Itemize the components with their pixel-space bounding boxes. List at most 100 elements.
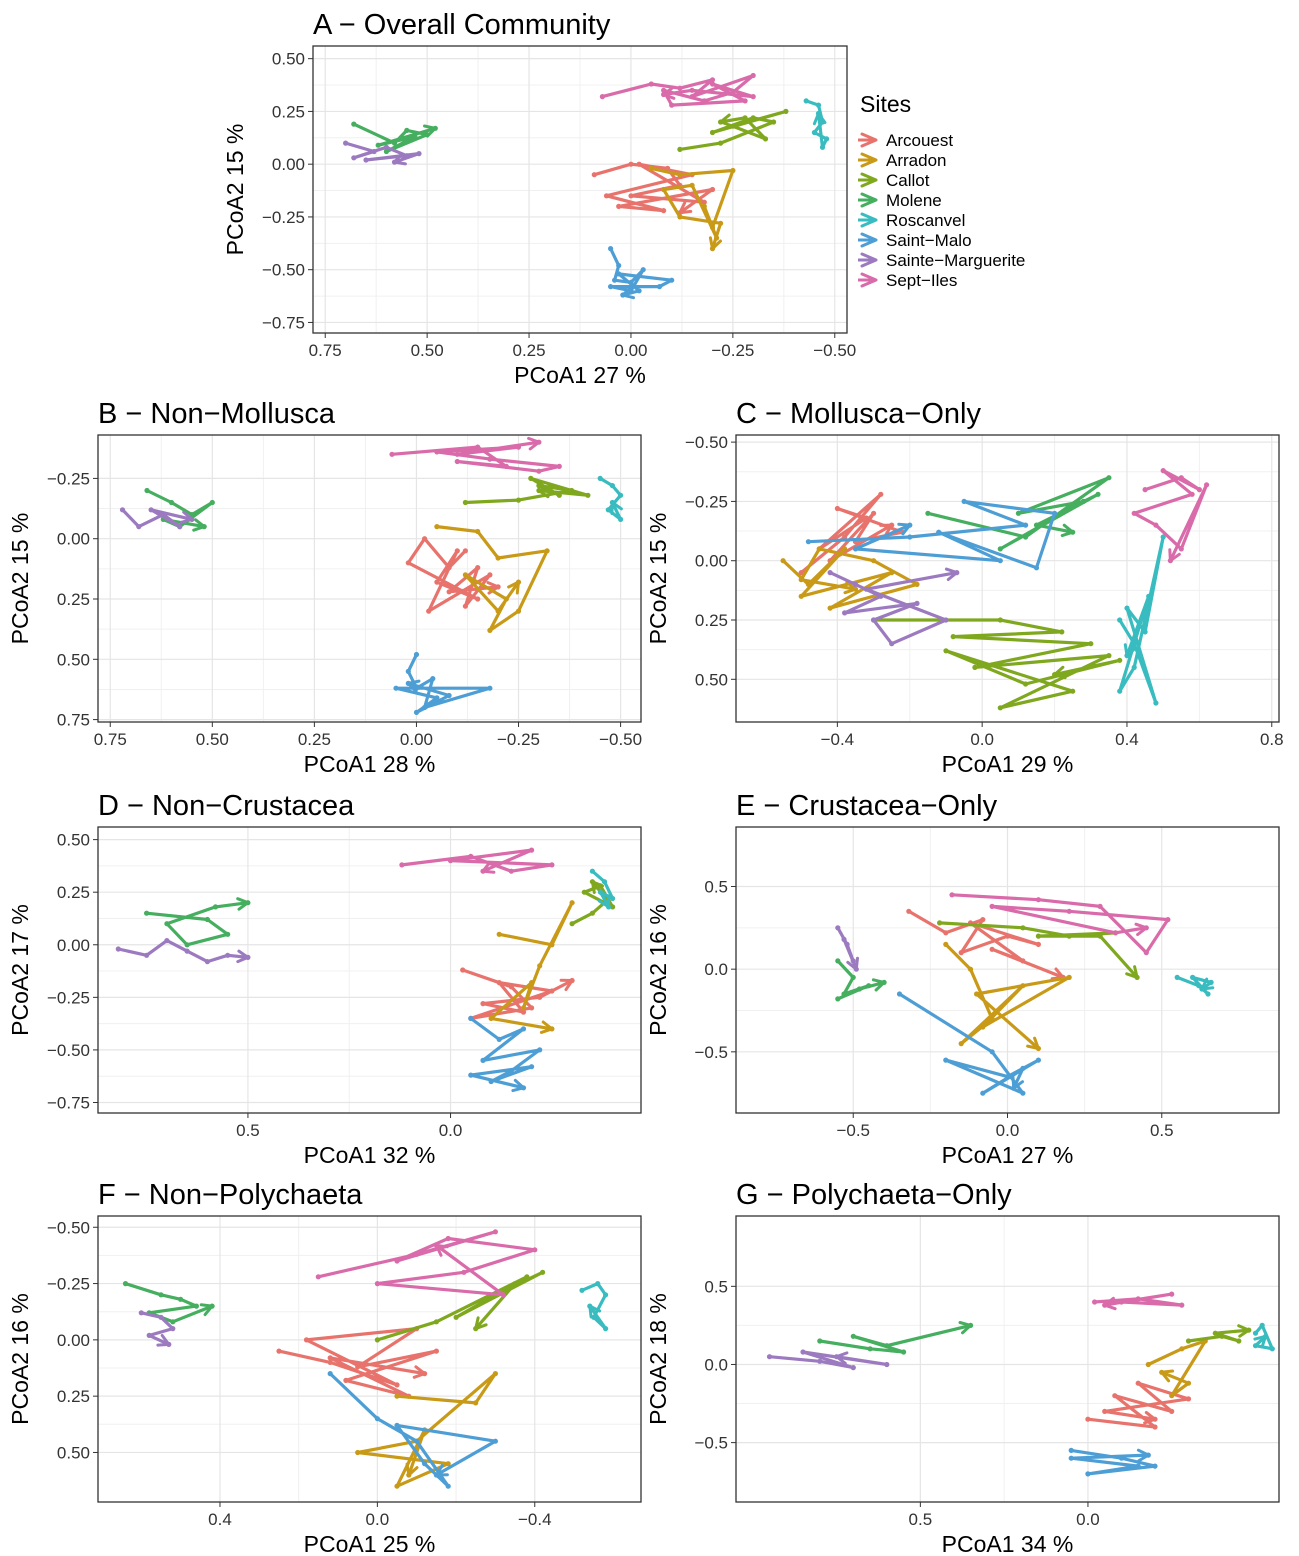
- trajectory-arrow: [597, 894, 611, 909]
- data-point: [512, 1281, 518, 1287]
- x-axis-label: PCoA1 29 %: [942, 751, 1074, 777]
- data-point: [383, 148, 389, 155]
- data-point: [569, 921, 575, 927]
- plot-border: [312, 45, 848, 334]
- x-tick-label: 0.75: [94, 730, 127, 749]
- data-point: [508, 1068, 514, 1074]
- trajectory-arrow: [1237, 1324, 1251, 1338]
- data-point: [496, 931, 502, 937]
- data-point: [468, 1015, 474, 1022]
- data-point: [209, 499, 215, 506]
- trajectory-arrow: [537, 484, 551, 499]
- x-tick-label: −0.25: [711, 341, 754, 360]
- data-point: [520, 1009, 527, 1015]
- trajectory-arrow: [406, 679, 421, 693]
- y-tick-label: −0.25: [47, 469, 90, 488]
- series-line: [806, 499, 1057, 570]
- series-callot: [462, 475, 591, 506]
- data-point: [122, 1281, 129, 1287]
- series-line: [435, 524, 549, 633]
- data-point: [177, 524, 183, 530]
- y-tick-label: 0.00: [695, 552, 728, 571]
- legend: Sites ArcouestArradonCallotMoleneRoscanve…: [858, 91, 1025, 290]
- series-line: [316, 1230, 537, 1297]
- data-point: [416, 151, 422, 157]
- data-point: [1080, 498, 1087, 504]
- series-sept-iles: [1092, 1291, 1185, 1311]
- plot-border: [735, 1215, 1280, 1503]
- data-point: [146, 1332, 152, 1338]
- panel-g: 0.5 0.0 0.5 0.0 −0.5 G − Polychaeta−Only PCoA1…: [645, 1179, 1280, 1556]
- data-point: [170, 1326, 176, 1332]
- panel-title: C − Mollusca−Only: [736, 398, 981, 430]
- panel-title: F − Non−Polychaeta: [98, 1179, 363, 1211]
- legend-label: Sept−Iles: [886, 271, 957, 290]
- data-point: [901, 1349, 907, 1355]
- y-tick-label: 0.50: [57, 650, 90, 669]
- trajectory-arrow: [434, 1464, 449, 1477]
- y-tick-label: 0.25: [695, 611, 728, 630]
- data-point: [556, 463, 562, 469]
- data-point: [549, 862, 555, 868]
- data-point: [164, 938, 170, 944]
- x-tick-label: 0.75: [309, 341, 342, 360]
- data-point: [937, 920, 943, 926]
- data-point: [1097, 933, 1103, 939]
- data-point: [164, 921, 170, 927]
- data-point: [1131, 664, 1137, 671]
- series-sainte-marguerite: [138, 1310, 176, 1347]
- data-point: [144, 910, 150, 916]
- data-point: [943, 1057, 949, 1063]
- data-point: [783, 108, 789, 114]
- series-line: [580, 1281, 608, 1331]
- data-point: [1190, 974, 1196, 981]
- data-point: [1004, 1074, 1011, 1080]
- data-point: [383, 144, 389, 150]
- series-line: [489, 901, 574, 1031]
- data-point: [589, 910, 596, 916]
- series-sept-iles: [389, 436, 562, 474]
- data-point: [1112, 930, 1119, 936]
- data-point: [422, 1461, 428, 1467]
- data-point: [487, 627, 493, 634]
- data-point: [850, 1365, 856, 1371]
- series-line: [463, 476, 590, 505]
- legend-title: Sites: [860, 91, 911, 117]
- data-point: [989, 946, 995, 952]
- panel-b: 0.75 0.50 0.25 0.00 −0.25 −0.50 −0.25 0.00 0.25 0…: [7, 398, 642, 777]
- data-point: [508, 868, 514, 874]
- data-point: [144, 487, 150, 494]
- series-callot: [677, 108, 789, 152]
- data-point: [850, 1333, 856, 1339]
- data-point: [1135, 1296, 1141, 1302]
- data-point: [315, 1274, 321, 1280]
- data-point: [798, 593, 804, 599]
- data-point: [661, 208, 667, 214]
- data-point: [1196, 983, 1202, 989]
- data-point: [1020, 1090, 1026, 1096]
- data-point: [1095, 491, 1101, 497]
- data-point: [1118, 1455, 1125, 1461]
- data-point: [815, 102, 822, 108]
- legend-label: Molene: [886, 191, 942, 210]
- data-point: [1117, 657, 1123, 663]
- y-tick-label: 0.25: [272, 102, 305, 121]
- data-point: [603, 1292, 609, 1298]
- legend-item: Callot: [858, 171, 930, 190]
- series-line: [1146, 1339, 1207, 1398]
- data-point: [850, 974, 856, 981]
- data-point: [961, 498, 967, 504]
- data-point: [394, 1393, 400, 1399]
- data-point: [689, 182, 695, 188]
- data-point: [599, 94, 606, 100]
- x-axis-label: PCoA1 32 %: [304, 1142, 436, 1168]
- data-point: [374, 1337, 380, 1343]
- x-tick-label: 0.0: [439, 1121, 463, 1140]
- data-point: [585, 492, 591, 498]
- x-tick-label: 0.0: [970, 730, 994, 749]
- data-point: [616, 203, 622, 209]
- data-point: [529, 1005, 535, 1011]
- data-point: [742, 115, 748, 121]
- plot-border: [97, 1215, 642, 1503]
- data-point: [811, 129, 818, 136]
